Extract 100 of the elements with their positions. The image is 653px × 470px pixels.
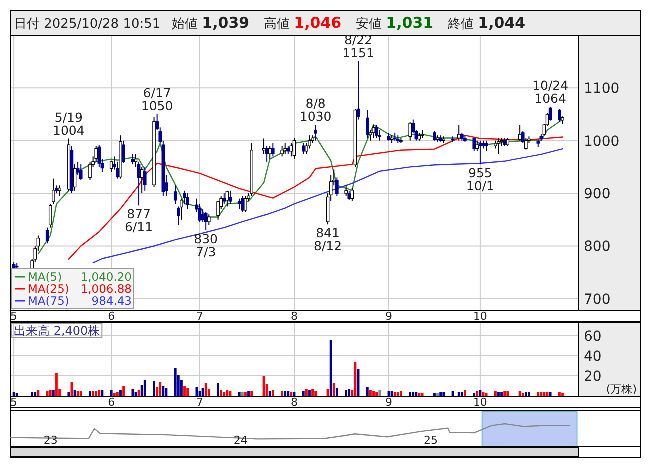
bar	[412, 392, 415, 396]
bar	[52, 390, 55, 396]
bar	[396, 392, 400, 396]
bar	[440, 392, 442, 396]
bar	[46, 391, 49, 396]
bar	[34, 392, 37, 396]
x-tick-label: 6	[108, 310, 116, 323]
bar	[113, 393, 116, 396]
annotation: 877 6/11	[124, 206, 154, 235]
bar	[92, 391, 95, 396]
x-tick-label: 25	[424, 434, 438, 447]
bar	[370, 390, 372, 396]
y-tick-label: 800	[584, 239, 611, 256]
bar	[504, 391, 506, 396]
bar	[473, 393, 476, 396]
x-tick-label: 9	[386, 310, 392, 323]
bar	[434, 393, 436, 396]
bar	[442, 392, 446, 396]
legend-label: MA(75)	[28, 294, 70, 308]
x-tick-label: 5	[10, 396, 18, 409]
x-tick-label: 8	[291, 310, 298, 323]
bar	[400, 391, 402, 396]
bar	[244, 392, 247, 396]
bar	[460, 392, 464, 396]
bar	[184, 386, 186, 396]
bar	[120, 390, 122, 396]
annotation: 5/19 1004	[53, 110, 85, 138]
y-tick-label: 700	[584, 292, 611, 308]
bar	[372, 391, 375, 396]
chart-title: 日付 2025/10/28 10:51	[14, 17, 161, 32]
bar	[37, 390, 40, 396]
line-series	[92, 148, 564, 264]
y-tick-label: 1100	[584, 81, 620, 98]
bar	[522, 393, 524, 396]
bar	[314, 391, 318, 396]
annotation: 10/24 1064	[532, 78, 569, 106]
bar	[116, 392, 119, 396]
chart-title: 出来高 2,400株	[14, 324, 100, 338]
bar	[562, 393, 564, 396]
y-tick-label: 40	[584, 349, 602, 365]
bar	[330, 340, 332, 396]
bar	[31, 392, 34, 396]
bar	[312, 389, 314, 396]
annotation: 984.43	[92, 294, 132, 308]
bar	[89, 391, 92, 396]
bar	[436, 393, 439, 396]
bar	[378, 390, 382, 396]
bar	[68, 392, 70, 396]
bar	[332, 383, 336, 396]
bar	[226, 390, 229, 396]
bar	[49, 390, 52, 396]
bar	[204, 383, 208, 396]
x-tick-label: 7	[196, 310, 204, 323]
bar	[98, 390, 101, 396]
text: 高値 1,046	[264, 14, 342, 32]
bar	[498, 392, 500, 396]
bar	[122, 386, 125, 396]
bar	[174, 368, 177, 396]
bar	[528, 392, 530, 396]
bar	[217, 383, 220, 396]
x-tick-label: 9	[386, 396, 392, 409]
bar	[162, 386, 165, 396]
x-tick-label: 5	[10, 310, 18, 323]
x-tick-label: 10	[473, 396, 488, 409]
annotation: 8/22 1151	[342, 32, 374, 60]
bar	[287, 391, 290, 396]
text: 始値 1,039	[172, 14, 250, 32]
bar	[284, 391, 287, 396]
bar	[238, 392, 241, 396]
bar	[223, 392, 226, 396]
bar	[549, 392, 552, 396]
bar	[500, 392, 503, 396]
bar	[348, 389, 351, 396]
bar	[376, 392, 378, 396]
bar	[302, 391, 305, 396]
bar	[95, 391, 98, 396]
bar	[250, 391, 254, 396]
bar	[506, 391, 510, 396]
bar	[248, 391, 250, 396]
bar	[241, 392, 244, 396]
bar	[272, 390, 274, 396]
bar	[281, 391, 284, 396]
x-tick-label: 10	[473, 310, 488, 323]
text: 終値 1,044	[447, 14, 526, 32]
bar	[464, 390, 466, 396]
bar	[144, 380, 146, 396]
y-axis-title: (万株)	[606, 383, 637, 396]
bar	[159, 382, 162, 396]
bar	[476, 391, 479, 396]
bar	[110, 390, 113, 396]
bar	[308, 390, 311, 396]
bar	[336, 388, 338, 396]
x-tick-label: 24	[234, 434, 248, 447]
x-tick-label: 23	[44, 434, 58, 447]
x-tick-label: 7	[196, 396, 204, 409]
annotation: 1,040.20	[80, 270, 132, 284]
bar	[186, 388, 190, 396]
annotation: 841 8/12	[314, 226, 342, 254]
y-tick-label: 1000	[584, 134, 620, 150]
line-series	[68, 134, 564, 260]
